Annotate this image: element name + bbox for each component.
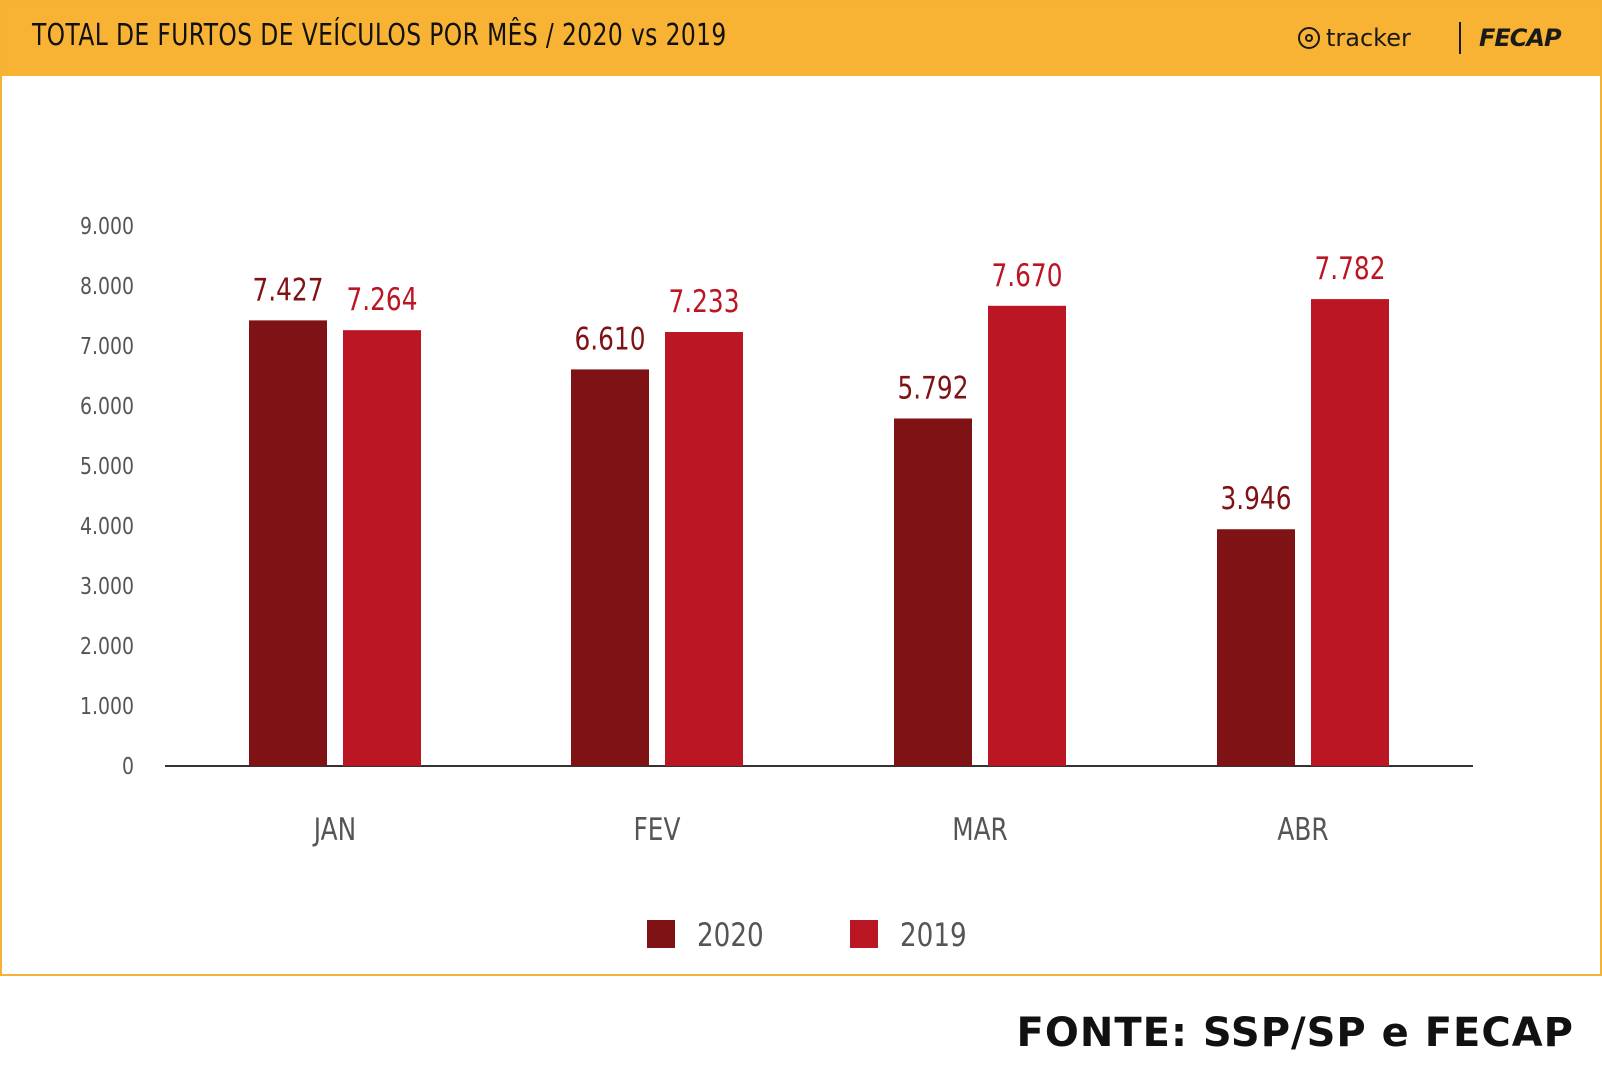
- legend-label-2020: 2020: [697, 916, 764, 953]
- fecap-logo: FECAP: [1479, 24, 1562, 52]
- chart-title: TOTAL DE FURTOS DE VEÍCULOS POR MÊS / 20…: [32, 18, 727, 53]
- x-tick-label: FEV: [634, 811, 681, 847]
- source-note: FONTE: SSP/SP e FECAP: [1016, 1010, 1574, 1056]
- bar-2019-fev: [665, 332, 743, 766]
- y-tick-label: 4.000: [80, 512, 134, 539]
- bar-2020-jan: [249, 320, 327, 766]
- bar-2019-mar: [988, 305, 1066, 766]
- data-label: 5.792: [898, 370, 969, 406]
- data-label: 7.427: [253, 272, 324, 308]
- tracker-logo-icon: [1298, 27, 1320, 49]
- bar-2020-fev: [571, 369, 649, 766]
- x-tick-label: ABR: [1277, 811, 1328, 847]
- y-tick-label: 8.000: [80, 272, 134, 299]
- data-label: 7.670: [992, 257, 1063, 293]
- legend-label-2019: 2019: [900, 916, 967, 953]
- bar-2019-jan: [343, 330, 421, 766]
- data-label: 7.233: [669, 283, 740, 319]
- tracker-logo-text: tracker: [1326, 24, 1411, 52]
- tracker-logo: tracker: [1298, 24, 1411, 52]
- data-label: 7.782: [1315, 250, 1386, 286]
- data-label: 7.264: [347, 281, 418, 317]
- legend-swatch-2019: [850, 920, 878, 948]
- y-tick-label: 2.000: [80, 632, 134, 659]
- legend-swatch-2020: [647, 920, 675, 948]
- bar-2020-abr: [1217, 529, 1295, 766]
- y-tick-label: 0: [122, 752, 134, 779]
- y-tick-label: 7.000: [80, 332, 134, 359]
- logo-divider: [1459, 22, 1461, 54]
- x-tick-label: MAR: [952, 811, 1008, 847]
- x-tick-label: JAN: [312, 811, 356, 847]
- header-bar: TOTAL DE FURTOS DE VEÍCULOS POR MÊS / 20…: [2, 2, 1600, 76]
- bar-2019-abr: [1311, 299, 1389, 766]
- y-tick-label: 5.000: [80, 452, 134, 479]
- y-tick-label: 3.000: [80, 572, 134, 599]
- y-tick-label: 9.000: [80, 212, 134, 239]
- data-label: 3.946: [1221, 481, 1292, 517]
- data-label: 6.610: [575, 321, 646, 357]
- bar-2020-mar: [894, 418, 972, 766]
- y-tick-label: 1.000: [80, 692, 134, 719]
- bar-chart: 0 1.000 2.000 3.000 4.000 5.000 6.000 7.000 8.00…: [80, 212, 1473, 954]
- y-tick-label: 6.000: [80, 392, 134, 419]
